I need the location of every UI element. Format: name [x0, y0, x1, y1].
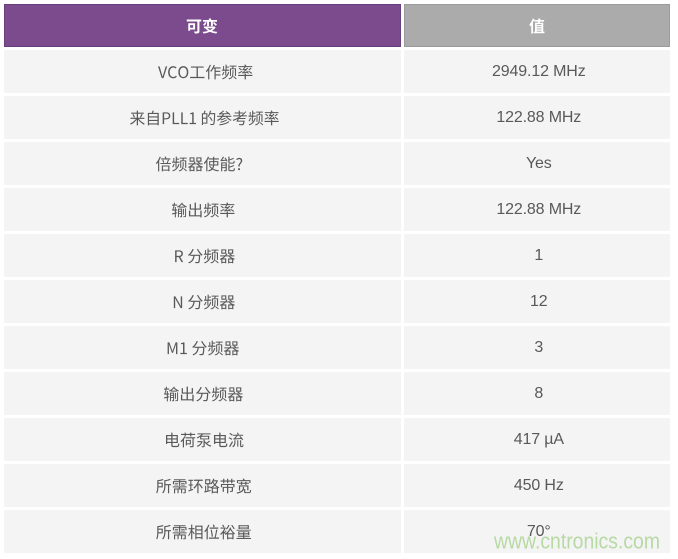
svg-text:www.cntronics.com: www.cntronics.com: [494, 529, 660, 553]
